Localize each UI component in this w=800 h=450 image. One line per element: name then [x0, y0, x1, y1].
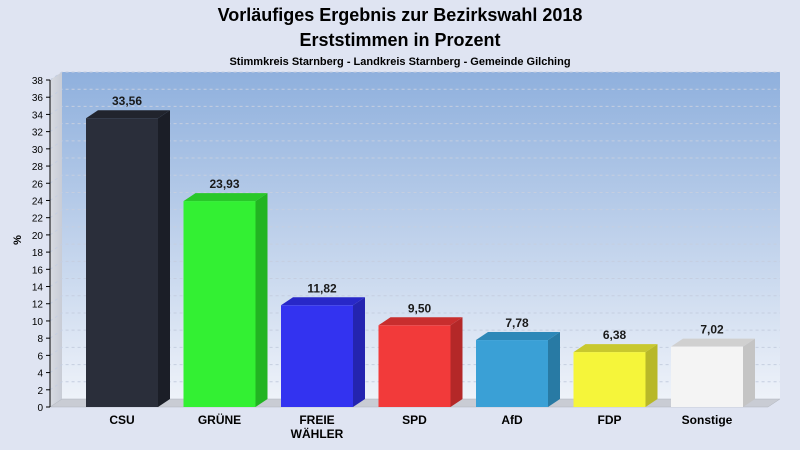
y-tick-label: 14: [32, 283, 44, 294]
bar-side: [743, 338, 755, 407]
y-tick-label: 24: [32, 196, 44, 207]
y-tick-label: 34: [32, 110, 44, 121]
y-tick-label: 10: [32, 317, 44, 328]
bar-top: [86, 110, 170, 119]
bar-top: [476, 332, 560, 341]
bar: [573, 352, 646, 407]
left-wall: [50, 72, 62, 407]
y-axis-label: %: [12, 235, 24, 245]
gridline: [49, 278, 780, 287]
bar-side: [255, 193, 268, 407]
bar-side: [450, 317, 463, 407]
bar-value-label: 33,56: [112, 94, 142, 108]
y-tick-label: 36: [32, 93, 44, 104]
y-tick-label: 28: [32, 162, 44, 173]
bar: [476, 340, 548, 407]
bar-value-label: 7,02: [700, 323, 724, 337]
bar-value-label: 7,78: [505, 316, 529, 330]
gridline: [49, 105, 780, 115]
y-tick-label: 8: [37, 334, 43, 345]
gridline: [49, 140, 780, 150]
x-tick-label: Sonstige: [682, 413, 733, 427]
x-tick-label: WÄHLER: [291, 426, 344, 441]
y-tick-label: 38: [32, 76, 44, 87]
bar-side: [353, 297, 365, 407]
y-tick-label: 12: [32, 300, 44, 311]
gridline: [49, 191, 780, 201]
bar-top: [183, 193, 268, 202]
x-tick-label: FDP: [598, 413, 622, 427]
y-tick-label: 20: [32, 231, 44, 242]
bar-side: [645, 344, 658, 407]
gridline: [49, 295, 780, 305]
bar: [378, 325, 451, 407]
chart-subtitle: Erststimmen in Prozent: [299, 30, 500, 50]
x-tick-label: AfD: [501, 413, 523, 427]
plot-area: 0246810121416182022242628303234363833,56…: [32, 71, 781, 441]
bar-value-label: 9,50: [408, 301, 432, 315]
bar-top: [573, 344, 658, 353]
bar-value-label: 23,93: [209, 177, 239, 191]
bar: [183, 201, 256, 407]
x-tick-label: CSU: [109, 413, 134, 427]
y-tick-label: 30: [32, 145, 44, 156]
bar-top: [671, 338, 755, 347]
y-tick-label: 18: [32, 248, 44, 259]
y-tick-label: 4: [37, 369, 43, 380]
bar-side: [548, 332, 560, 407]
bar: [86, 118, 158, 407]
y-tick-label: 26: [32, 179, 44, 190]
gridline: [49, 88, 780, 98]
x-tick-label: SPD: [402, 413, 427, 427]
bar-value-label: 11,82: [307, 281, 337, 295]
y-tick-label: 0: [37, 403, 43, 414]
bar-top: [378, 317, 463, 326]
gridline: [49, 226, 780, 236]
gridline: [49, 174, 780, 184]
gridline: [49, 157, 780, 167]
x-tick-label: FREIE: [299, 413, 334, 427]
gridline: [49, 71, 780, 81]
y-tick-label: 32: [32, 128, 44, 139]
bar-top: [281, 297, 365, 306]
gridline: [49, 329, 780, 339]
gridline: [49, 209, 780, 219]
bar: [671, 346, 743, 407]
x-tick-label: GRÜNE: [198, 412, 241, 427]
y-tick-label: 22: [32, 214, 44, 225]
gridline: [49, 312, 780, 322]
y-tick-label: 6: [37, 351, 43, 362]
gridline: [49, 260, 780, 270]
chart-title: Vorläufiges Ergebnis zur Bezirkswahl 201…: [218, 5, 583, 25]
gridline: [49, 123, 780, 133]
y-tick-label: 16: [32, 265, 44, 276]
bar-value-label: 6,38: [603, 328, 627, 342]
gridline: [49, 243, 780, 253]
bar-side: [158, 110, 170, 407]
y-tick-label: 2: [37, 386, 43, 397]
bar: [281, 305, 353, 407]
chart-subsubtitle: Stimmkreis Starnberg - Landkreis Starnbe…: [229, 56, 570, 68]
